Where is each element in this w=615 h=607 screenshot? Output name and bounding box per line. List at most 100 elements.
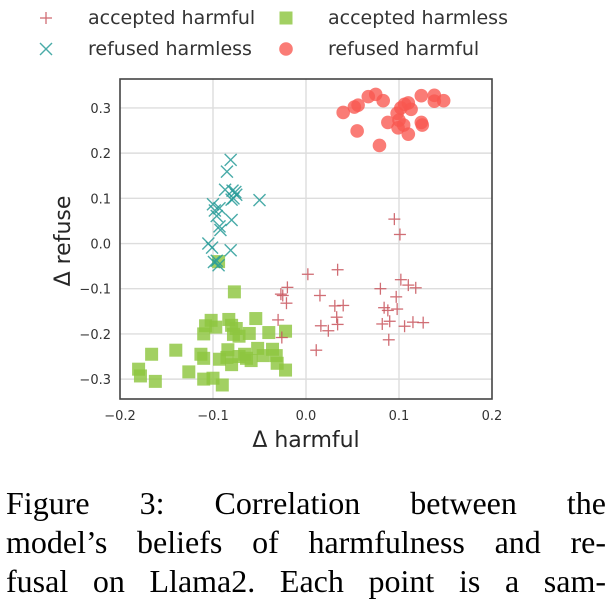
y-tick-label: 0.3: [90, 102, 111, 117]
x-stroke-b: [224, 153, 238, 167]
x-tick-labels: −0.2 −0.1 0.0 0.1 0.2: [104, 409, 502, 424]
circle-marker: [372, 138, 387, 153]
x-stroke-b: [210, 254, 224, 268]
legend-item-accepted-harmful: accepted harmful: [36, 6, 255, 30]
y-tick-label: −0.2: [79, 328, 111, 343]
plus-marker: [383, 315, 396, 328]
plus-marker: [388, 213, 401, 226]
legend-label: accepted harmless: [328, 7, 508, 29]
x-marker: [213, 201, 227, 215]
x-stroke-b: [225, 213, 239, 227]
x-stroke-b: [39, 42, 53, 56]
y-tick-label: 0.2: [90, 147, 111, 162]
plus-marker: [310, 344, 323, 357]
circle-marker: [436, 93, 451, 108]
series-refused-harmful: [336, 87, 451, 153]
circle-marker: [351, 98, 365, 113]
x-marker: [253, 193, 266, 207]
circle-marker-icon: [276, 39, 296, 59]
circle-marker: [415, 118, 430, 132]
plus-legend-glyph: [40, 12, 52, 24]
square-marker-icon: [276, 8, 296, 28]
x-stroke-b: [213, 223, 227, 237]
square-marker: [145, 347, 159, 361]
plus-marker: [313, 289, 326, 302]
x-tick-label: −0.2: [104, 409, 136, 424]
legend-label: accepted harmful: [88, 7, 256, 29]
square-marker: [242, 326, 256, 340]
square-marker: [148, 374, 162, 388]
x-stroke-b: [205, 241, 219, 255]
x-marker: [213, 223, 227, 237]
series-refused-harmless: [201, 153, 266, 272]
x-stroke-b: [208, 204, 222, 218]
plus-marker: [406, 316, 419, 329]
circle-marker: [401, 127, 416, 141]
x-tick-label: −0.1: [197, 409, 229, 424]
circle-marker: [350, 124, 364, 138]
square-marker: [209, 320, 223, 334]
plus-marker: [393, 228, 406, 241]
series-accepted-harmful: [272, 213, 430, 357]
x-stroke-b: [253, 193, 266, 207]
plus-marker: [376, 317, 389, 330]
figure-caption: Figure 3: Correlation between the model’…: [6, 484, 606, 601]
x-stroke-b: [210, 209, 224, 223]
plus-marker: [409, 281, 422, 294]
plus-marker: [301, 268, 314, 281]
square-marker: [169, 343, 183, 357]
circle-marker: [336, 105, 351, 120]
plot-frame: [119, 78, 493, 400]
plus-marker: [272, 313, 285, 326]
x-stroke-b: [225, 193, 239, 207]
square-marker: [215, 378, 229, 392]
caption-line: fusal on Llama2. Each point is a sam-: [6, 563, 606, 599]
x-marker: [225, 193, 239, 207]
legend-label: refused harmless: [88, 38, 252, 60]
plus-marker: [381, 304, 394, 317]
x-stroke-b: [212, 258, 226, 272]
square-marker: [197, 327, 211, 341]
y-axis-label: Δ refuse: [51, 196, 76, 287]
legend-item-refused-harmless: refused harmless: [36, 37, 252, 61]
square-marker: [239, 351, 253, 365]
x-marker: [205, 241, 219, 255]
square-marker: [220, 350, 234, 364]
circle-marker: [376, 93, 390, 108]
x-marker: [39, 42, 53, 56]
plus-marker: [314, 319, 327, 332]
x-marker: [213, 219, 227, 233]
x-stroke-b: [213, 219, 227, 233]
x-marker: [225, 213, 239, 227]
scatter-chart: −0.2 −0.1 0.0 0.1 0.2 −0.3 −0.2 −0.1 0.0 0.1 0.2 0…: [51, 78, 502, 453]
plus-marker: [391, 303, 404, 316]
square-marker: [249, 312, 263, 326]
y-tick-label: −0.3: [79, 373, 111, 388]
plus-marker: [40, 12, 52, 24]
circle-marker: [381, 115, 395, 130]
y-tick-label: 0.1: [90, 192, 111, 207]
series-accepted-harmless: [132, 255, 293, 392]
plus-marker: [281, 281, 294, 294]
square-marker: [182, 365, 196, 379]
plus-marker: [374, 282, 387, 295]
plus-marker: [276, 289, 289, 302]
x-stroke-b: [218, 183, 232, 197]
square-marker: [262, 326, 276, 340]
square-marker: [197, 351, 211, 365]
chart-legend: accepted harmful refused harmless accept…: [0, 0, 615, 70]
x-tick-label: 0.1: [389, 409, 410, 424]
plus-marker-icon: [36, 8, 56, 28]
x-marker: [220, 165, 234, 179]
plus-marker: [382, 333, 395, 346]
square-marker: [279, 363, 293, 377]
x-tick-label: 0.0: [296, 409, 317, 424]
x-marker: [210, 209, 224, 223]
circle-marker: [391, 121, 405, 135]
x-stroke-b: [224, 243, 238, 257]
legend-item-refused-harmful: refused harmful: [276, 37, 479, 61]
plus-marker: [337, 299, 350, 312]
x-marker: [207, 255, 221, 269]
legend-label: refused harmful: [328, 38, 480, 60]
circle-legend-glyph: [279, 42, 293, 56]
